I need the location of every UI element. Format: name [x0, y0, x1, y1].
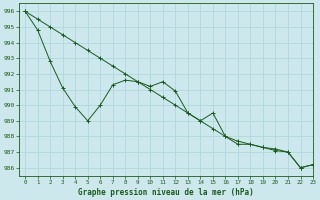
X-axis label: Graphe pression niveau de la mer (hPa): Graphe pression niveau de la mer (hPa)	[78, 188, 254, 197]
